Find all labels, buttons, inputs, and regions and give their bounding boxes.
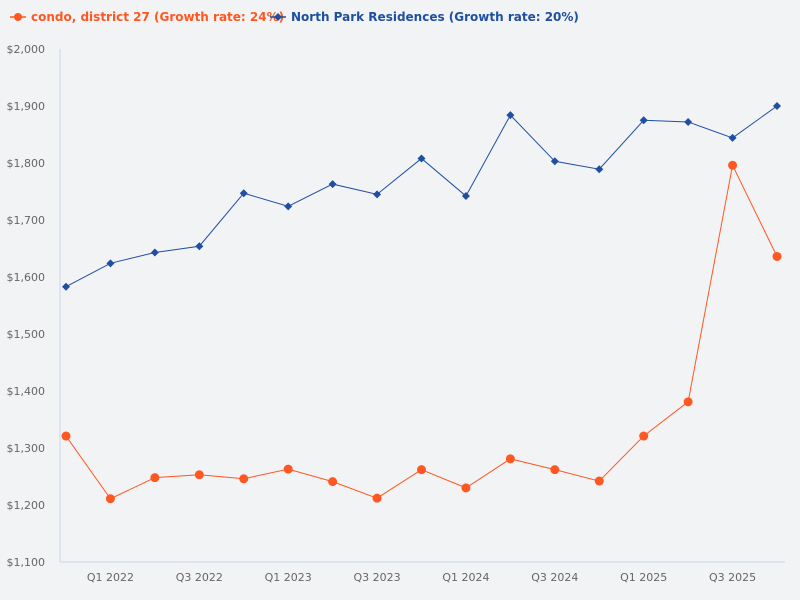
y-axis-ticks: $1,100 $1,200 $1,300 $1,400 $1,500 $1,600 $1,7… bbox=[7, 43, 46, 569]
data-point[interactable] bbox=[772, 251, 782, 261]
x-tick-label: Q1 2023 bbox=[265, 571, 312, 584]
y-tick-label: $1,900 bbox=[7, 100, 46, 113]
circle-marker-icon bbox=[14, 13, 22, 21]
data-point[interactable] bbox=[150, 248, 159, 257]
legend-label: condo, district 27 (Growth rate: 24%) bbox=[31, 10, 284, 24]
data-point[interactable] bbox=[372, 493, 382, 503]
data-point[interactable] bbox=[194, 470, 204, 480]
x-axis-ticks: Q1 2022 Q3 2022 Q1 2023 Q3 2023 Q1 2024 Q3 20… bbox=[87, 571, 756, 584]
data-point[interactable] bbox=[461, 483, 471, 493]
data-point[interactable] bbox=[62, 282, 70, 291]
legend: condo, district 27 (Growth rate: 24%) Nor… bbox=[10, 10, 579, 24]
data-point[interactable] bbox=[328, 477, 338, 487]
data-point[interactable] bbox=[728, 133, 737, 142]
data-point[interactable] bbox=[284, 202, 293, 211]
legend-item-0[interactable]: condo, district 27 (Growth rate: 24%) bbox=[10, 10, 284, 24]
x-tick-label: Q1 2022 bbox=[87, 571, 134, 584]
data-point[interactable] bbox=[239, 474, 249, 484]
diamond-marker-icon bbox=[274, 13, 282, 21]
data-point[interactable] bbox=[683, 397, 693, 407]
y-tick-label: $1,600 bbox=[7, 271, 46, 284]
data-point[interactable] bbox=[595, 165, 604, 174]
data-point[interactable] bbox=[417, 154, 426, 163]
series-line bbox=[65, 163, 778, 500]
data-point[interactable] bbox=[639, 116, 648, 125]
data-point[interactable] bbox=[505, 454, 515, 464]
data-point[interactable] bbox=[61, 431, 71, 441]
data-point[interactable] bbox=[417, 465, 426, 475]
y-tick-label: $1,200 bbox=[7, 499, 46, 512]
data-point[interactable] bbox=[594, 476, 604, 486]
data-point[interactable] bbox=[639, 431, 649, 441]
data-point[interactable] bbox=[105, 494, 115, 504]
data-point[interactable] bbox=[195, 242, 204, 251]
data-point[interactable] bbox=[506, 111, 515, 120]
x-tick-label: Q3 2022 bbox=[176, 571, 223, 584]
data-point[interactable] bbox=[239, 189, 248, 198]
y-tick-label: $1,700 bbox=[7, 214, 46, 227]
data-point[interactable] bbox=[373, 190, 382, 199]
series-line bbox=[65, 105, 778, 288]
data-point[interactable] bbox=[106, 259, 115, 268]
series-1 bbox=[62, 102, 781, 291]
y-tick-label: $1,800 bbox=[7, 157, 46, 170]
legend-item-1[interactable]: North Park Residences (Growth rate: 20%) bbox=[270, 10, 579, 24]
data-point[interactable] bbox=[328, 180, 337, 189]
x-tick-label: Q3 2023 bbox=[353, 571, 400, 584]
y-tick-label: $1,400 bbox=[7, 385, 46, 398]
data-point[interactable] bbox=[728, 160, 738, 170]
data-point[interactable] bbox=[461, 192, 470, 201]
data-point[interactable] bbox=[283, 464, 293, 474]
x-tick-label: Q1 2025 bbox=[620, 571, 667, 584]
y-tick-label: $1,500 bbox=[7, 328, 46, 341]
data-point[interactable] bbox=[684, 117, 693, 126]
y-tick-label: $2,000 bbox=[7, 43, 46, 56]
legend-label: North Park Residences (Growth rate: 20%) bbox=[291, 10, 579, 24]
data-point[interactable] bbox=[550, 465, 560, 475]
series-0 bbox=[61, 160, 782, 504]
data-point[interactable] bbox=[150, 473, 160, 483]
x-tick-label: Q3 2025 bbox=[709, 571, 756, 584]
data-point[interactable] bbox=[773, 102, 781, 110]
series-group bbox=[61, 102, 782, 504]
x-tick-label: Q1 2024 bbox=[442, 571, 489, 584]
y-tick-label: $1,100 bbox=[7, 556, 46, 569]
data-point[interactable] bbox=[550, 157, 559, 166]
x-tick-label: Q3 2024 bbox=[531, 571, 578, 584]
y-tick-label: $1,300 bbox=[7, 442, 46, 455]
